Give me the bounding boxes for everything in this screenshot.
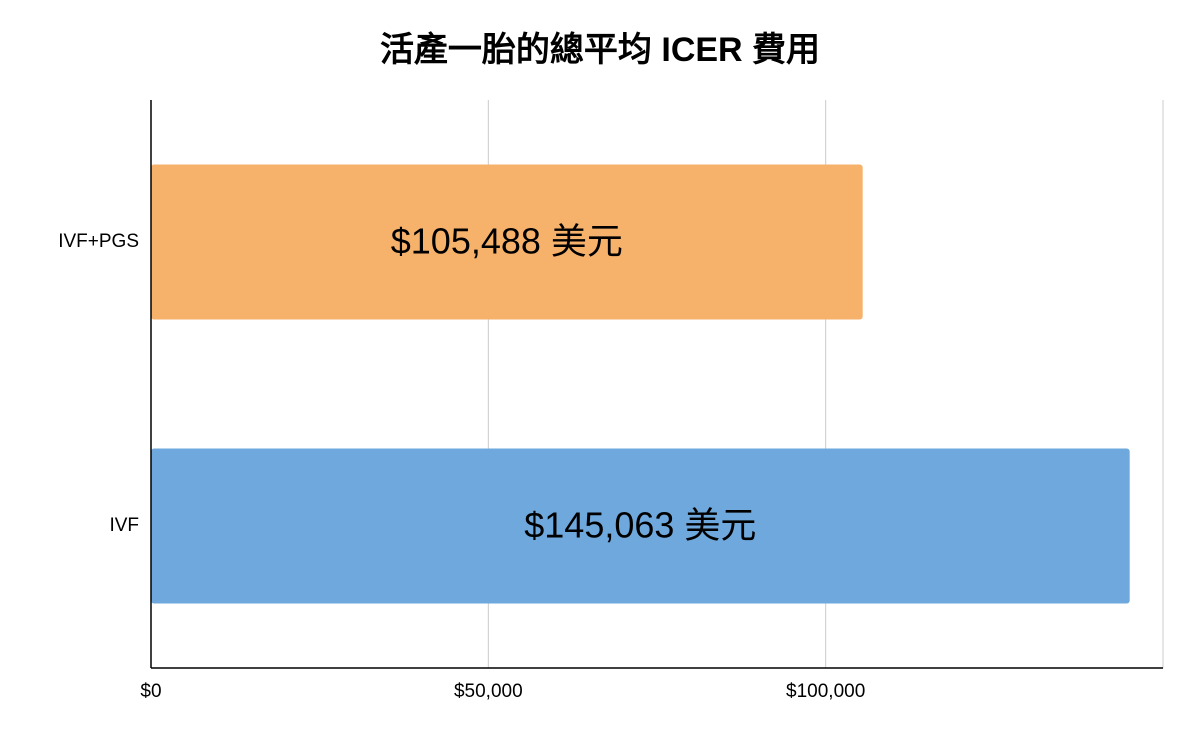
- x-tick-label: $0: [140, 681, 161, 702]
- chart-title: 活產一胎的總平均 ICER 費用: [380, 30, 820, 69]
- bar: [151, 164, 863, 320]
- y-tick-label: IVF+PGS: [58, 231, 139, 252]
- x-tick-label: $50,000: [454, 681, 523, 702]
- x-tick-label: $100,000: [786, 681, 865, 702]
- bar: [151, 448, 1130, 604]
- data-label: $145,063 美元: [524, 505, 756, 546]
- y-tick-label: IVF: [109, 515, 139, 536]
- data-label: $105,488 美元: [391, 221, 623, 262]
